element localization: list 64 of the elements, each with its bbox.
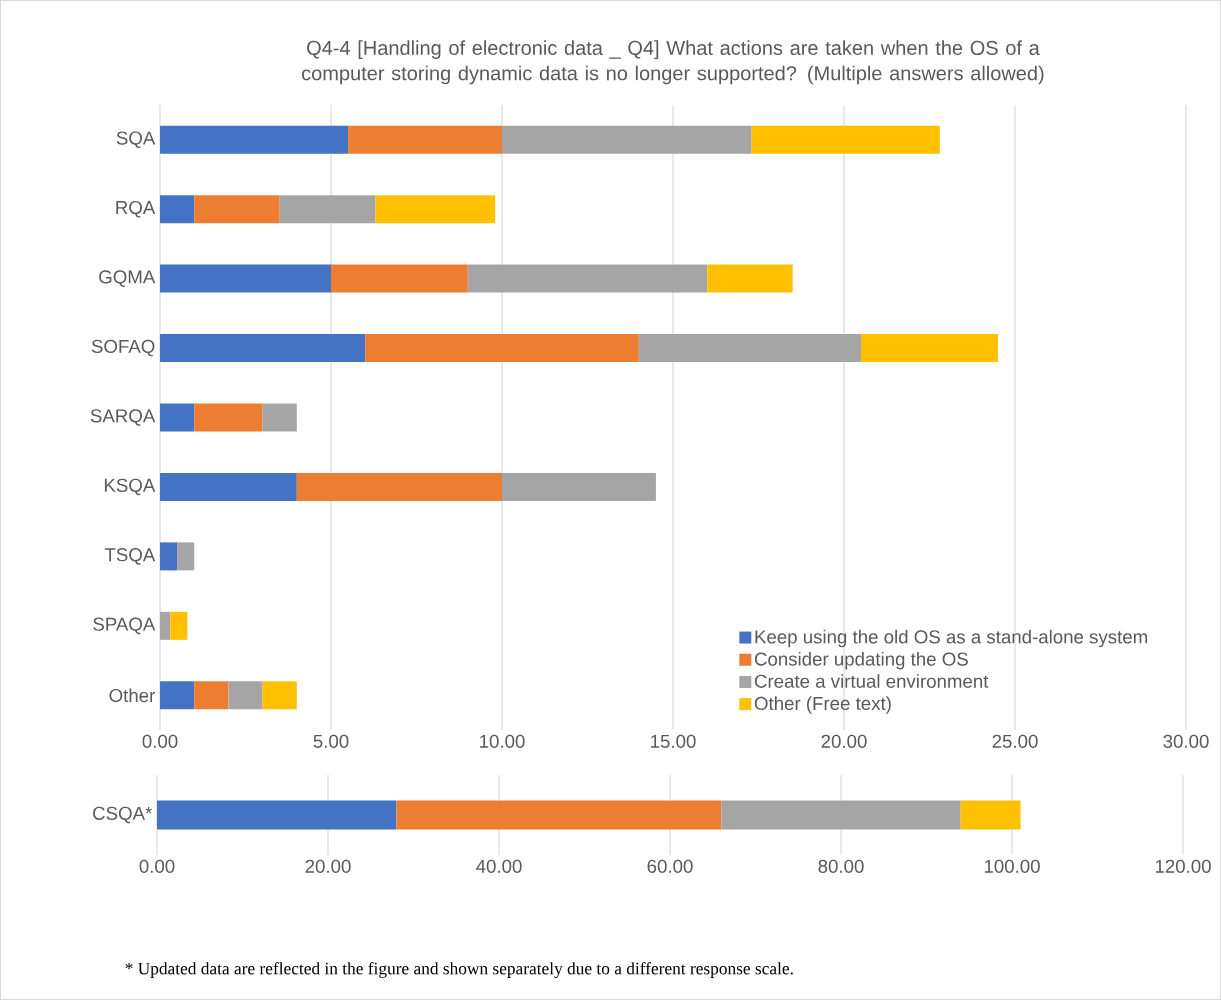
bar — [160, 472, 297, 501]
x-tick-label: 10.00 — [480, 734, 525, 748]
y-tick-label: RQA — [116, 200, 156, 218]
bar — [262, 681, 297, 710]
x-tick-label: 25.00 — [992, 734, 1038, 748]
bar — [396, 800, 722, 830]
legend-label: Consider updating the OS — [754, 651, 968, 670]
x-tick-label: 0.00 — [139, 859, 175, 873]
bar — [194, 681, 229, 710]
bar — [262, 403, 297, 432]
bar — [467, 264, 708, 293]
y-tick-label: Other — [109, 688, 155, 703]
y-tick-label: SARQA — [90, 409, 156, 426]
legend-label: Keep using the old OS as a stand-alone system — [755, 629, 1147, 648]
y-tick-label: SQA — [116, 131, 156, 149]
bar — [160, 542, 178, 571]
bar — [721, 800, 961, 830]
bar — [638, 334, 862, 363]
y-tick-label: SOFAQ — [91, 339, 155, 357]
x-tick-label: 40.00 — [476, 859, 522, 873]
y-tick-label: SPAQA — [93, 617, 156, 635]
legend-label: Other (Free text) — [754, 696, 891, 714]
x-tick-label: 120.00 — [1155, 859, 1211, 873]
bar — [170, 611, 188, 640]
x-tick-label: 20.00 — [305, 859, 351, 873]
bar — [861, 334, 998, 363]
x-tick-label: 60.00 — [647, 859, 693, 873]
x-tick-label: 100.00 — [984, 859, 1040, 873]
bar — [707, 264, 793, 293]
bar — [160, 403, 195, 432]
bar — [502, 125, 752, 154]
bar — [160, 195, 195, 224]
bar — [296, 472, 503, 501]
x-tick-label: 20.00 — [821, 734, 867, 748]
legend-label: Create a virtual environment — [754, 674, 989, 688]
bar — [502, 472, 656, 501]
bar — [751, 125, 940, 154]
x-tick-label: 80.00 — [818, 859, 864, 873]
bar — [177, 542, 195, 571]
bar — [160, 125, 349, 154]
bar — [157, 800, 397, 830]
bar — [194, 195, 280, 224]
bar — [160, 264, 331, 293]
bar — [160, 334, 366, 363]
text: * Updated data are reflected in the figure and shown separately due to a different response scale. — [125, 962, 793, 978]
y-tick-label: CSQA* — [93, 806, 153, 824]
bar — [160, 611, 171, 640]
chart-title: Q4-4 [Handling of electronic data _ Q4] What actions are taken when the OS of a computer storing dynamic data is no longer supported? (Multiple answers allowed) — [302, 40, 1044, 85]
bar — [365, 334, 639, 363]
bar — [348, 125, 503, 154]
x-tick-label: 5.00 — [313, 734, 349, 748]
bar — [160, 681, 195, 710]
x-tick-label: 15.00 — [651, 734, 696, 748]
bar — [279, 195, 376, 224]
bar — [228, 681, 263, 710]
y-tick-label: TSQA — [104, 548, 156, 565]
bar — [960, 800, 1021, 830]
x-tick-label: 30.00 — [1163, 734, 1209, 748]
y-tick-label: KSQA — [104, 478, 156, 496]
bar — [194, 403, 263, 432]
bar — [331, 264, 468, 293]
y-tick-label: GQMA — [99, 270, 156, 287]
bar — [375, 195, 496, 224]
x-tick-label: 0.00 — [142, 734, 178, 748]
